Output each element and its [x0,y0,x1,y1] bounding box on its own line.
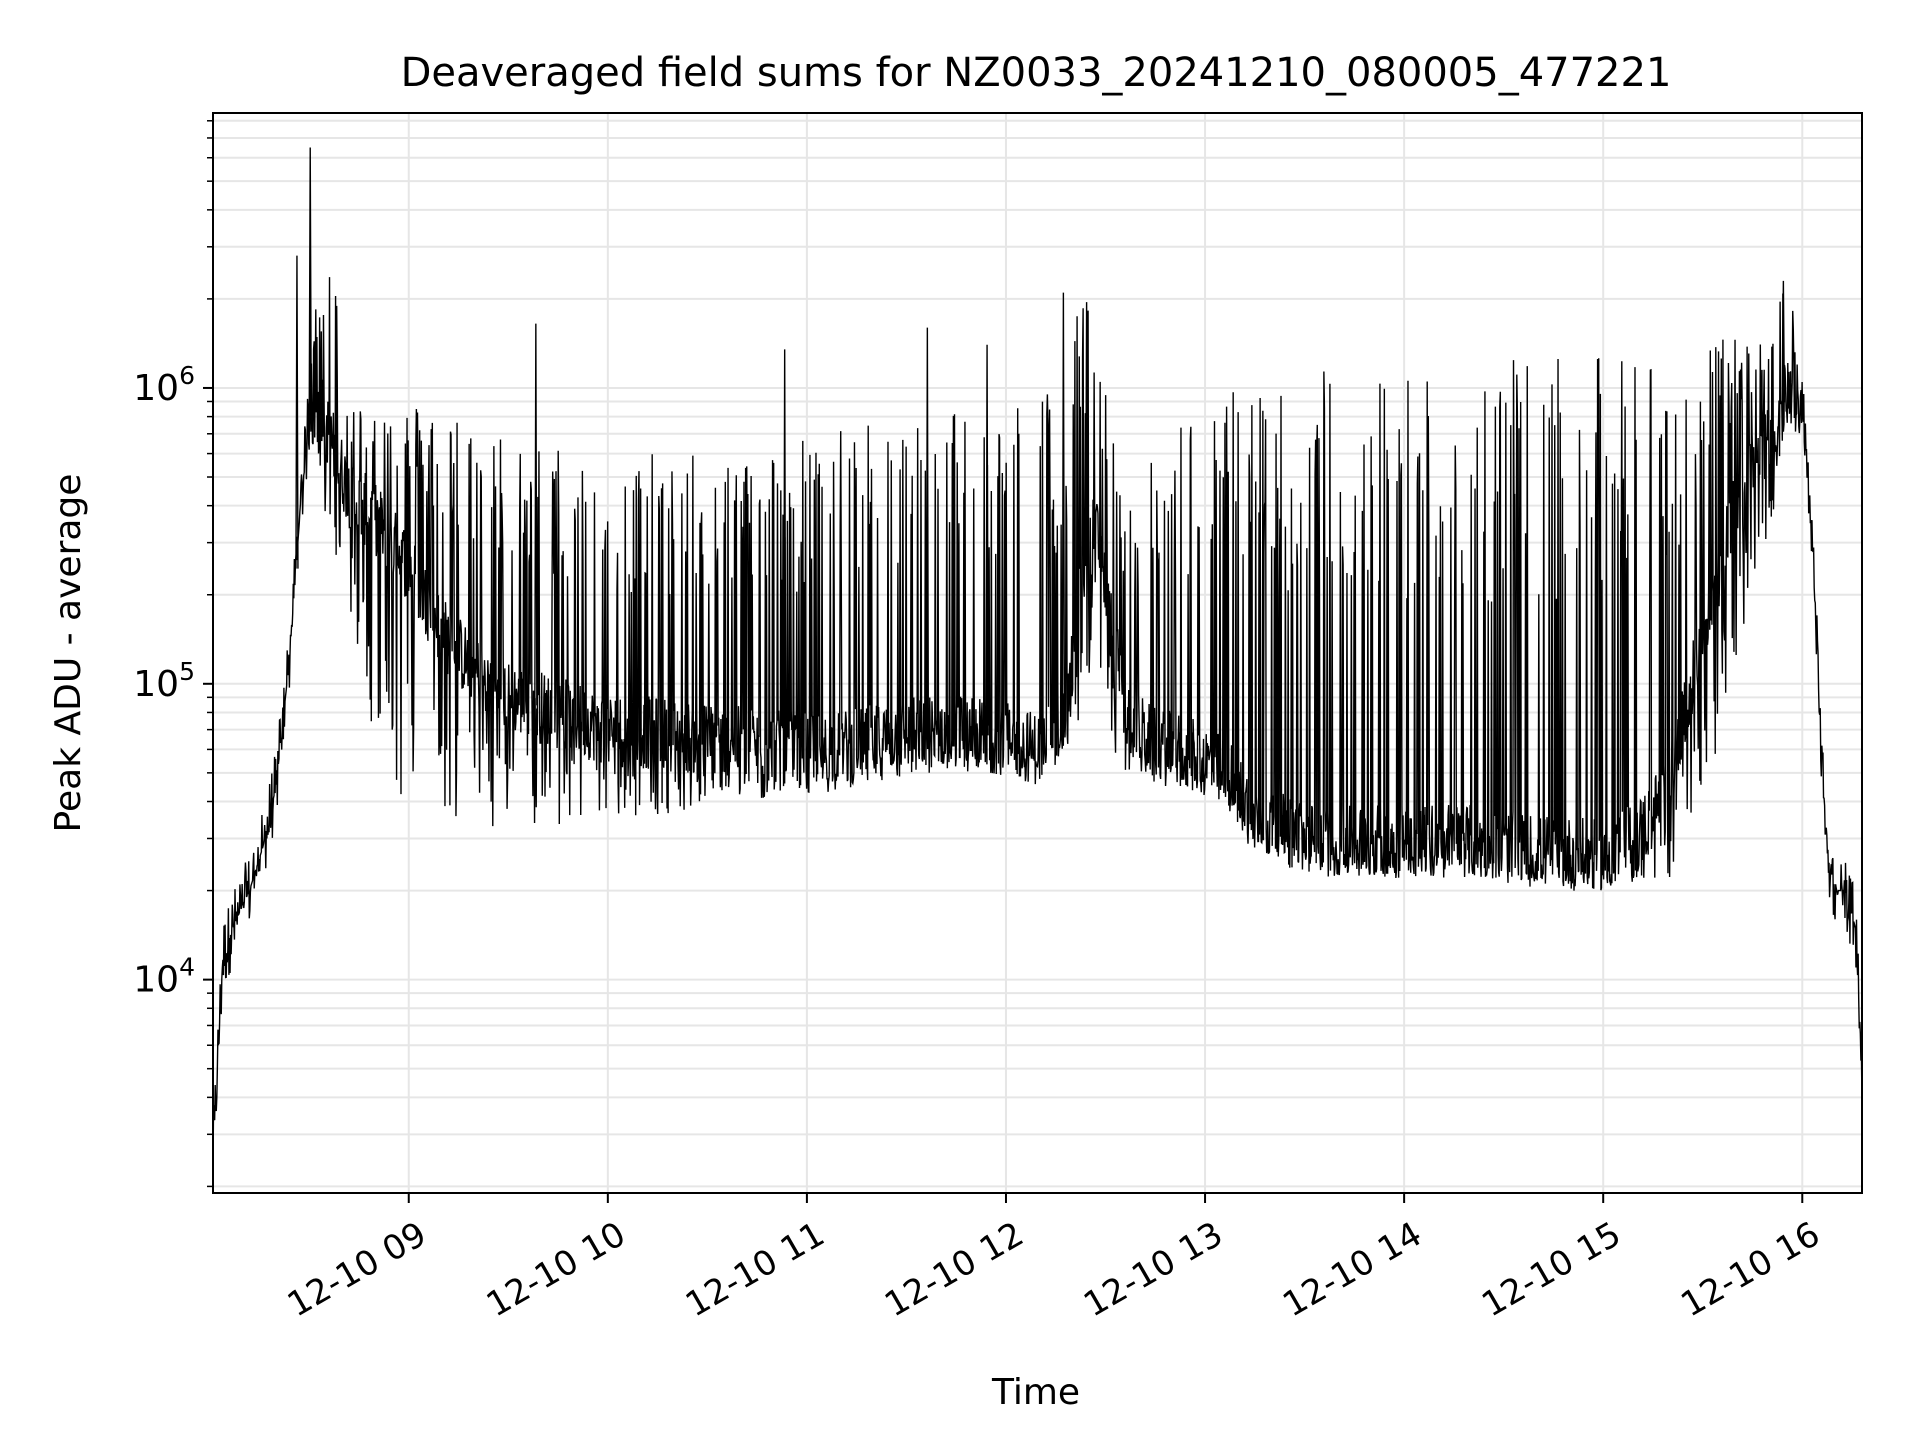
series-line [213,147,1862,1168]
chart-title: Deaveraged field sums for NZ0033_2024121… [401,50,1672,96]
plot-area [213,147,1862,1168]
y-tick-label: 104 [133,953,195,1001]
y-tick-label: 105 [133,657,195,705]
y-axis: 104 105 106 [133,120,213,1188]
plot-frame [212,112,1863,1194]
y-tick-label: 106 [133,361,195,409]
y-axis-label: Peak ADU - average [48,474,89,833]
x-axis-label: Time [991,1372,1080,1413]
